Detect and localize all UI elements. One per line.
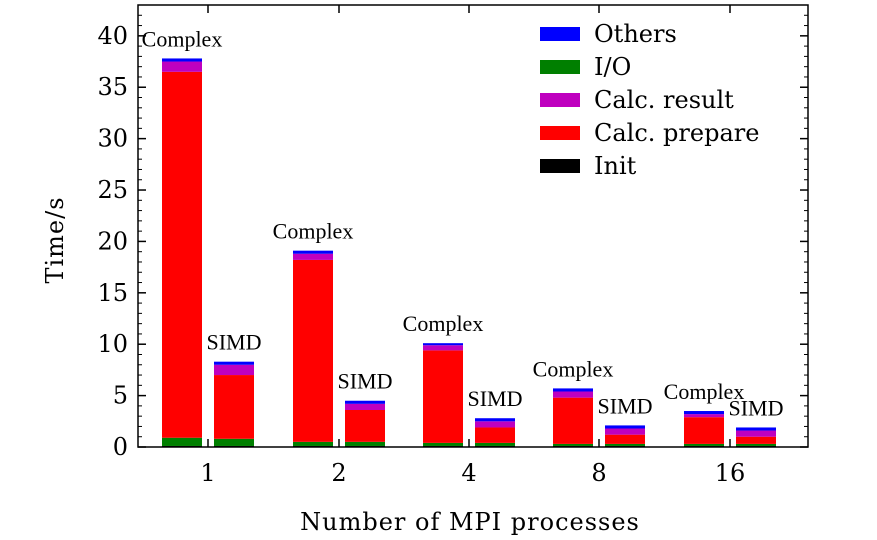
legend-label-calc-prepare: Calc. prepare (594, 119, 759, 147)
bar-label-simd-4: SIMD (467, 386, 522, 411)
bar-complex-4-i-o (423, 442, 463, 446)
bar-label-complex-1: Complex (142, 26, 223, 51)
bar-labels-group: ComplexSIMDComplexSIMDComplexSIMDComplex… (142, 26, 784, 420)
bar-complex-8-calc-result (553, 391, 593, 398)
x-tick-label-8: 8 (591, 459, 606, 487)
legend-swatch-others (540, 27, 580, 41)
y-tick-label-40: 40 (97, 22, 128, 50)
bar-complex-1-i-o (162, 437, 202, 446)
bar-simd-8-calc-prepare (605, 434, 645, 444)
legend-swatch-calc-prepare (540, 126, 580, 140)
bar-label-complex-8: Complex (533, 356, 614, 381)
bar-simd-1-others (214, 361, 254, 365)
bar-complex-2-calc-prepare (293, 259, 333, 442)
bar-simd-4-calc-prepare (475, 427, 515, 443)
bar-complex-1-others (162, 58, 202, 62)
bar-simd-2-calc-result (345, 403, 385, 410)
plot-frame (137, 4, 809, 448)
y-tick-label-25: 25 (97, 176, 128, 204)
bar-label-complex-4: Complex (403, 311, 484, 336)
bar-complex-16-others (684, 411, 724, 415)
bar-complex-4-calc-result (423, 345, 463, 351)
y-tick-label-0: 0 (113, 433, 128, 461)
bar-complex-4-calc-prepare (423, 350, 463, 443)
bar-label-complex-2: Complex (273, 219, 354, 244)
bar-complex-16-i-o (684, 443, 724, 446)
y-tick-label-20: 20 (97, 227, 128, 255)
bar-complex-1-calc-prepare (162, 71, 202, 438)
bar-simd-2-i-o (345, 441, 385, 446)
legend-label-others: Others (594, 20, 677, 48)
bar-complex-16-calc-result (684, 414, 724, 418)
bar-simd-1-calc-result (214, 364, 254, 376)
bar-simd-2-others (345, 400, 385, 404)
bar-simd-4-calc-result (475, 421, 515, 428)
bar-complex-16-calc-prepare (684, 417, 724, 444)
bar-simd-16-i-o (736, 443, 776, 446)
bars-group (162, 58, 776, 447)
y-tick-label-15: 15 (97, 279, 128, 307)
x-tick-label-2: 2 (331, 459, 346, 487)
bar-simd-16-others (736, 427, 776, 431)
legend-label-calc-result: Calc. result (594, 86, 734, 114)
bar-simd-8-i-o (605, 443, 645, 446)
legend: Others I/O Calc. result Calc. prepare Init (540, 20, 759, 180)
legend-swatch-i-o (540, 60, 580, 74)
bar-complex-8-others (553, 388, 593, 392)
bar-label-complex-16: Complex (664, 379, 745, 404)
y-axis-label: Time/s (41, 196, 69, 283)
x-tick-label-1: 1 (200, 459, 215, 487)
bar-simd-8-others (605, 425, 645, 429)
bar-complex-4-others (423, 343, 463, 346)
y-tick-label-5: 5 (113, 382, 128, 410)
bar-label-simd-8: SIMD (597, 393, 652, 418)
x-axis-label: Number of MPI processes (300, 508, 640, 536)
bar-simd-4-i-o (475, 442, 515, 446)
legend-label-init: Init (594, 152, 637, 180)
bar-label-simd-2: SIMD (337, 369, 392, 394)
bar-simd-8-calc-result (605, 428, 645, 435)
bar-label-simd-1: SIMD (206, 330, 261, 355)
x-tick-label-16: 16 (715, 459, 746, 487)
bar-complex-2-i-o (293, 441, 333, 446)
bar-simd-16-calc-result (736, 430, 776, 437)
legend-label-i-o: I/O (594, 53, 631, 81)
axes-group: 0 5 10 15 20 25 30 35 40 1 2 4 8 16 (97, 4, 809, 487)
legend-swatch-calc-result (540, 93, 580, 107)
y-tick-label-10: 10 (97, 330, 128, 358)
bar-complex-8-i-o (553, 443, 593, 446)
bar-complex-8-calc-prepare (553, 397, 593, 444)
bar-complex-2-calc-result (293, 253, 333, 260)
bar-simd-1-i-o (214, 438, 254, 446)
legend-swatch-init (540, 159, 580, 173)
y-tick-label-30: 30 (97, 125, 128, 153)
bar-simd-2-calc-prepare (345, 409, 385, 442)
bar-complex-2-others (293, 250, 333, 254)
bar-simd-4-others (475, 418, 515, 422)
bar-simd-1-calc-prepare (214, 375, 254, 439)
bar-label-simd-16: SIMD (728, 395, 783, 420)
bar-simd-16-calc-prepare (736, 436, 776, 444)
bar-complex-1-calc-result (162, 61, 202, 72)
x-tick-label-4: 4 (461, 459, 476, 487)
y-tick-label-35: 35 (97, 73, 128, 101)
